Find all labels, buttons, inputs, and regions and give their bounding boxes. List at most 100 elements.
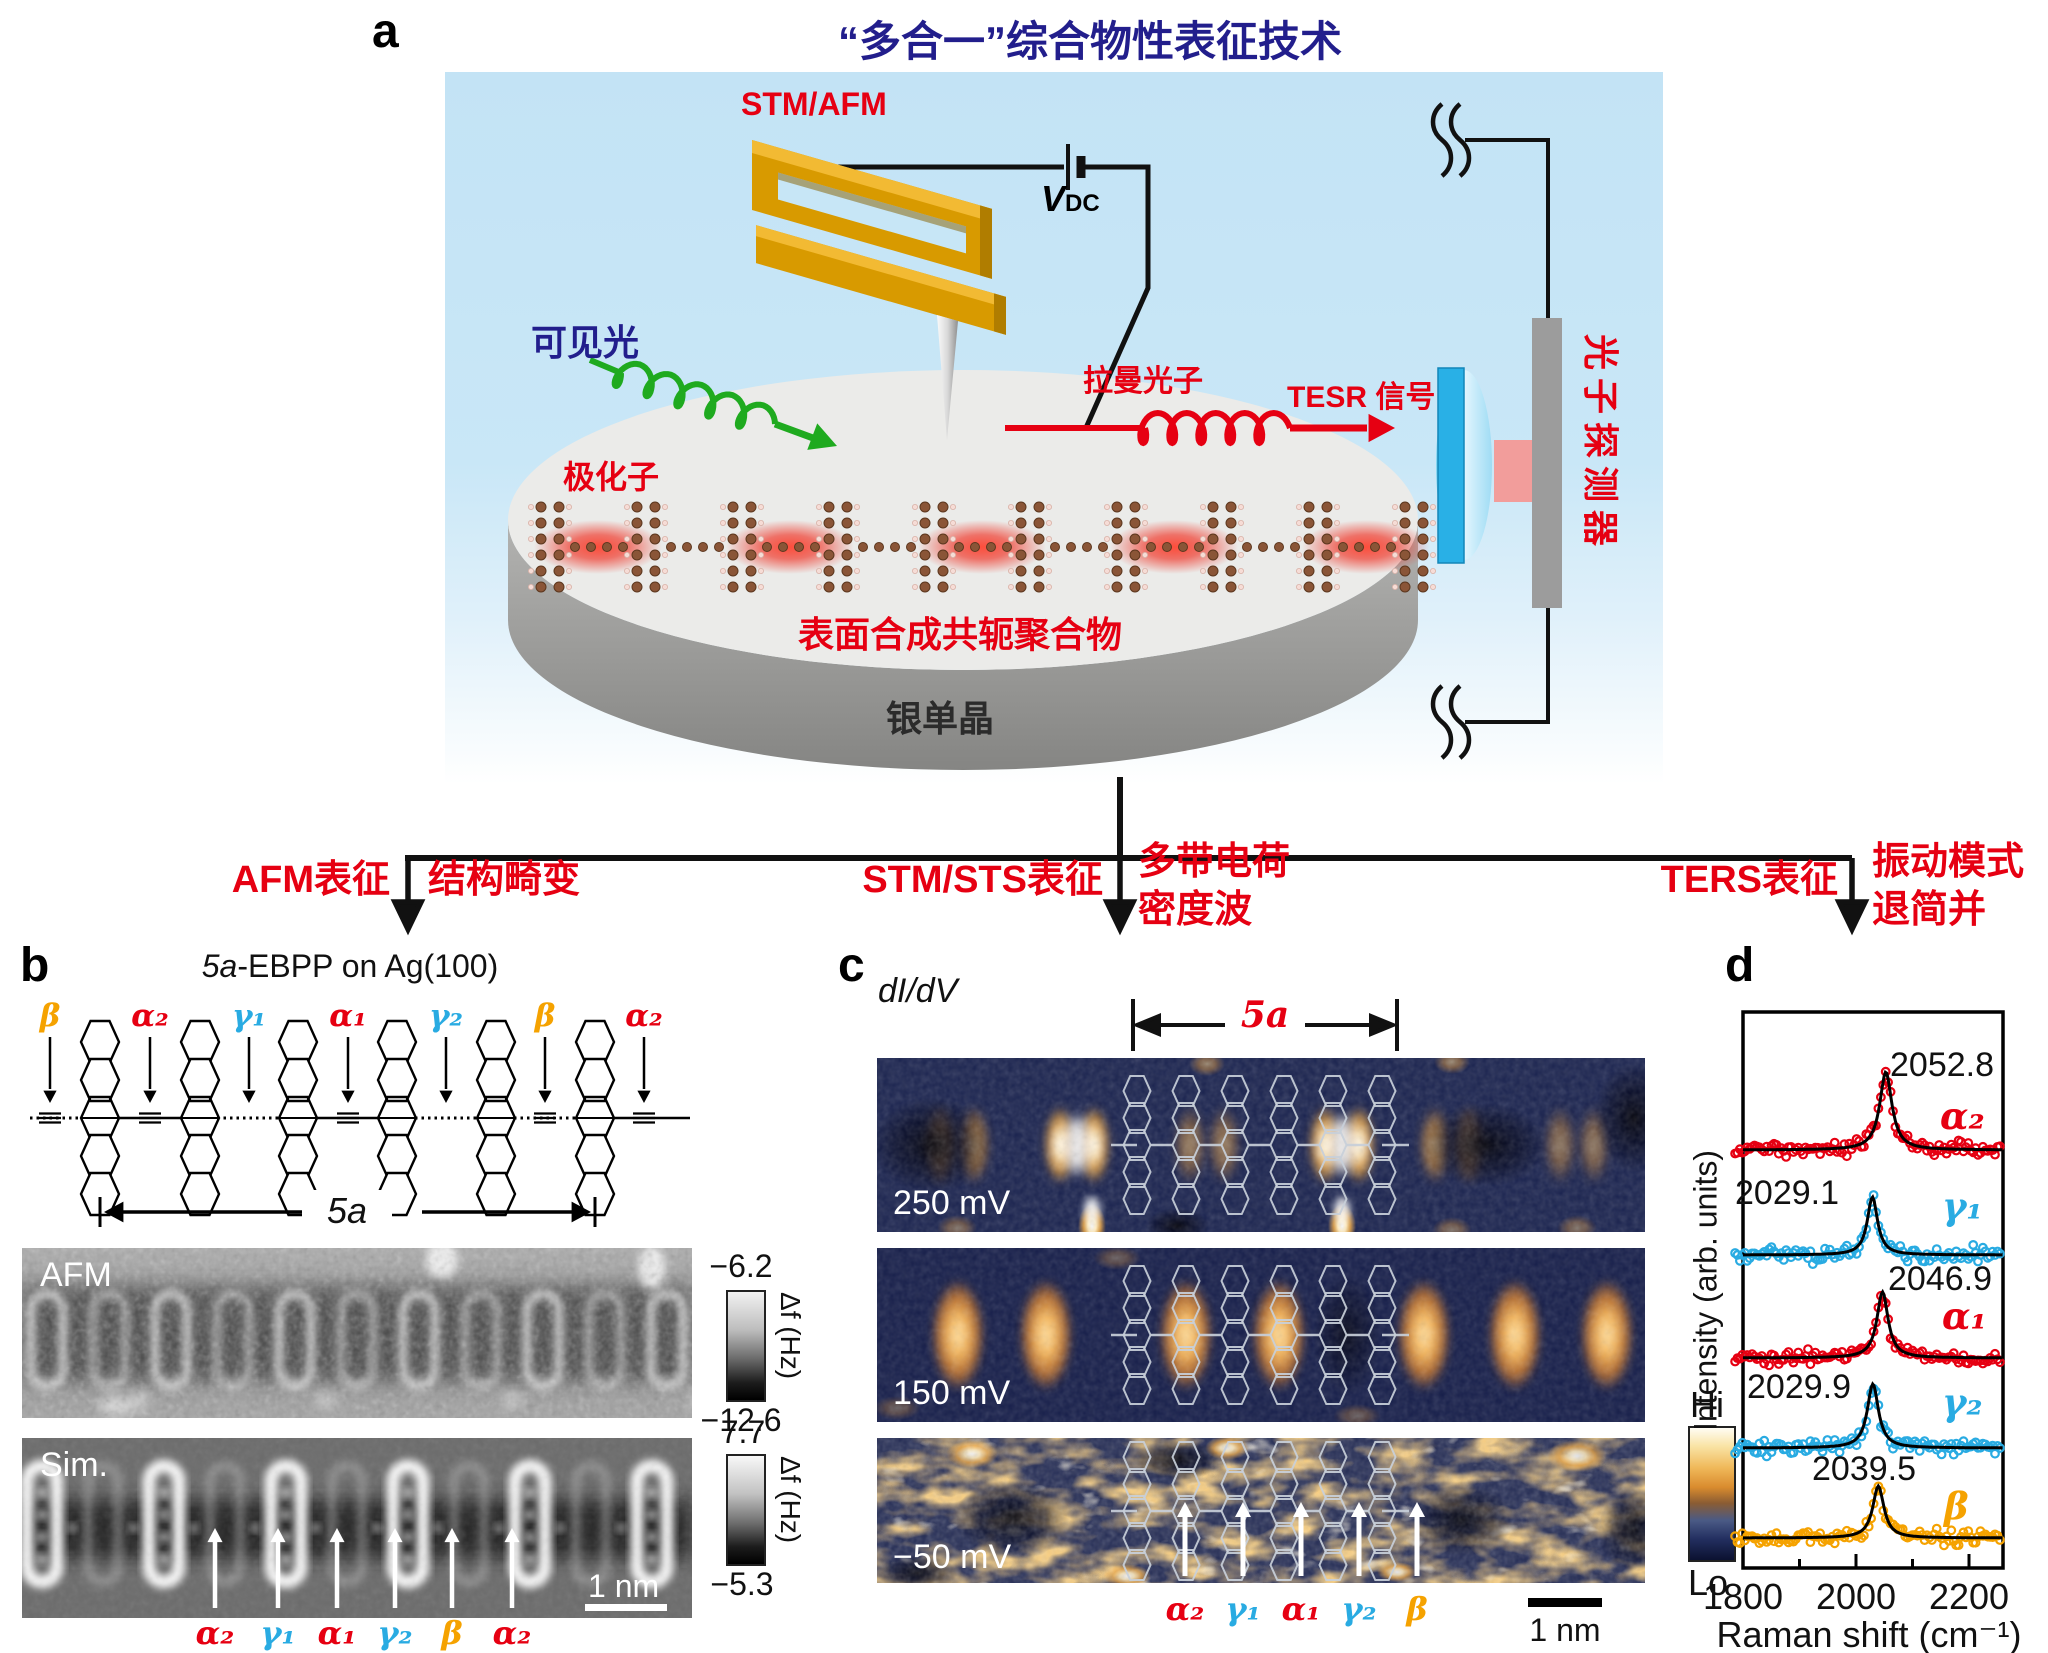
polymer-chain-molecules [528, 501, 1437, 593]
afm-unit-wrap: Δf (Hz) [768, 1292, 808, 1402]
y-axis-label: Intensity (arb. units) [1687, 1150, 1724, 1431]
x-tick-2000: 2000 [1815, 1576, 1897, 1617]
bond-label: γ₂ [428, 998, 464, 1034]
detector-bar-icon [1532, 318, 1562, 608]
bias-wire [830, 164, 1151, 432]
photon-wave-arrows [588, 357, 1395, 450]
sim-image [22, 1438, 692, 1618]
branch-connector [390, 777, 1870, 936]
didv-map-250mV [877, 1058, 1645, 1232]
bond-label: γ₁ [231, 998, 267, 1034]
afm-colorbar [726, 1290, 766, 1402]
tip-icon [937, 315, 958, 440]
series-label-g2: γ₂ [1942, 1380, 1983, 1424]
detector-window-icon [1494, 440, 1532, 502]
map-arrow-label: β [1406, 1590, 1428, 1628]
didv-colorbar [1688, 1426, 1736, 1562]
sim-arrow-label: α₂ [195, 1614, 235, 1652]
didv-map-150mV [877, 1248, 1645, 1422]
panel-c-letter: c [838, 939, 865, 992]
bond-label: β [39, 998, 61, 1034]
x-axis-label: Raman shift (cm⁻¹) [1716, 1614, 2022, 1653]
sim-arrow-label: α₁ [317, 1614, 357, 1652]
lens-body-icon [1437, 367, 1465, 564]
photon-detector-label-wrap: 光子探测器 [1580, 334, 1633, 594]
silver-crystal-top [508, 370, 1418, 670]
bias-label-minus50mV: −50 mV [893, 1538, 1012, 1576]
map-arrow-label: γ₂ [1341, 1590, 1377, 1628]
afm-scale-unit: Δf (Hz) [775, 1292, 806, 1380]
wire-break-squiggle-icon [1430, 102, 1472, 760]
sim-scale-max: 7.7 [720, 1414, 766, 1450]
polaron-label: 极化子 [563, 459, 660, 495]
silver-crystal-side [508, 520, 1418, 770]
branch-ters-result: 振动模式 退简并 [1872, 841, 2025, 931]
bond-label: α₁ [329, 998, 367, 1034]
branch-stm-technique: STM/STS表征 [862, 859, 1103, 901]
sim-scalebar-label: 1 nm [588, 1568, 660, 1604]
detector-wire [1465, 138, 1550, 724]
schematic-graphics [508, 102, 1562, 770]
panel-a-letter: a [372, 5, 399, 58]
branch-ters-technique: TERS表征 [1660, 859, 1838, 901]
map-arrow-label: γ₁ [1225, 1590, 1261, 1628]
colorbar-hi-label: Hi [1690, 1384, 1724, 1425]
x-tick-2200: 2200 [1928, 1576, 2010, 1617]
raman-spectra-plot [1730, 1010, 2005, 1570]
map-scalebar [1528, 1598, 1602, 1607]
vdc-subscript: DC [1065, 190, 1100, 217]
raman-photon-label: 拉曼光子 [1083, 365, 1203, 398]
sim-scalebar [585, 1604, 667, 1611]
tesr-signal-label: TESR 信号 [1287, 381, 1436, 414]
x-tick-1800: 1800 [1702, 1576, 1784, 1617]
branch-stm-result: 多带电荷 密度波 [1138, 841, 1291, 931]
sim-arrow-label: α₂ [492, 1614, 532, 1652]
series-label-a2: α₂ [1940, 1094, 1985, 1138]
figure-title: “多合一”综合物性表征技术 [837, 18, 1342, 65]
peak-value-g2: 2029.9 [1747, 1368, 1851, 1406]
afm-scale-max: −6.2 [709, 1248, 773, 1284]
substrate-label: 银单晶 [885, 698, 994, 739]
bond-label: β [534, 998, 556, 1034]
sim-arrow-label: β [441, 1614, 463, 1652]
peak-value-g1: 2029.1 [1735, 1174, 1839, 1212]
molecule-structure [30, 1019, 690, 1227]
afm-image-label: AFM [40, 1256, 112, 1294]
cantilever-icon [752, 140, 1006, 335]
panel-d-letter: d [1725, 939, 1755, 992]
stm-afm-label: STM/AFM [741, 86, 887, 122]
afm-scale-min: −12.6 [700, 1402, 782, 1438]
vdc-symbol: V [1041, 178, 1066, 219]
unit-cell-span-arrow [1131, 999, 1399, 1051]
afm-image [22, 1248, 692, 1418]
photon-detector-label: 光子探测器 [1580, 334, 1621, 555]
bias-label-150mV: 150 mV [893, 1374, 1011, 1412]
map-arrow-label: α₁ [1281, 1590, 1321, 1628]
sim-arrow-label: γ₂ [377, 1614, 413, 1652]
sim-arrow-label: γ₁ [260, 1614, 296, 1652]
sim-image-label: Sim. [40, 1446, 108, 1484]
sim-scale-unit: Δf (Hz) [775, 1456, 806, 1544]
panel-b-letter: b [20, 939, 50, 992]
vdc-label: VDC [1041, 178, 1100, 220]
series-label-b: β [1944, 1484, 1969, 1528]
bond-label: α₂ [625, 998, 663, 1034]
sim-unit-wrap: Δf (Hz) [768, 1456, 808, 1566]
peak-value-a1: 2046.9 [1888, 1260, 1992, 1298]
bond-label: α₂ [131, 998, 169, 1034]
unit-cell-span-label-c: 5a [1240, 994, 1290, 1036]
colorbar-lo-label: Lo [1688, 1562, 1729, 1603]
polymer-label: 表面合成共轭聚合物 [797, 614, 1122, 655]
panel-a-schematic: STM/AFM VDC 可见光 极化子 拉曼光子 TESR 信号 表面合成共轭聚… [445, 72, 1663, 784]
peak-value-b: 2039.5 [1812, 1450, 1916, 1488]
series-label-g1: γ₁ [1942, 1184, 1983, 1228]
branch-afm-result: 结构畸变 [428, 859, 581, 901]
visible-light-label: 可见光 [531, 322, 640, 363]
series-label-a1: α₁ [1942, 1294, 1987, 1338]
map-scalebar-label: 1 nm [1529, 1612, 1601, 1648]
panel-b-title: 5a-EBPP on Ag(100) [201, 948, 499, 984]
sim-scale-min: −5.3 [710, 1566, 774, 1602]
bias-label-250mV: 250 mV [893, 1184, 1011, 1222]
map-arrow-label: α₂ [1165, 1590, 1205, 1628]
branch-afm-technique: AFM表征 [231, 859, 390, 901]
